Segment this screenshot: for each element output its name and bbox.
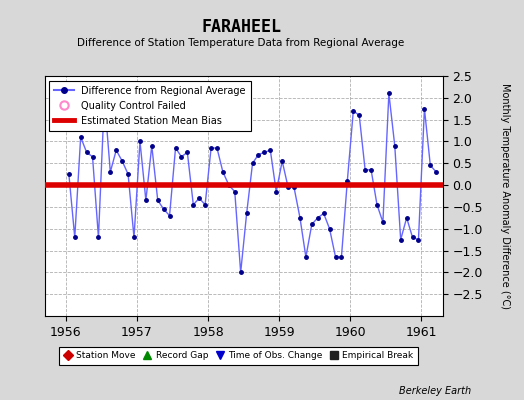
Y-axis label: Monthly Temperature Anomaly Difference (°C): Monthly Temperature Anomaly Difference (… xyxy=(500,83,510,309)
Text: Berkeley Earth: Berkeley Earth xyxy=(399,386,472,396)
Legend: Difference from Regional Average, Quality Control Failed, Estimated Station Mean: Difference from Regional Average, Qualit… xyxy=(49,81,251,131)
Text: FARAHEEL: FARAHEEL xyxy=(201,18,281,36)
Legend: Station Move, Record Gap, Time of Obs. Change, Empirical Break: Station Move, Record Gap, Time of Obs. C… xyxy=(59,347,418,365)
Text: Difference of Station Temperature Data from Regional Average: Difference of Station Temperature Data f… xyxy=(78,38,405,48)
